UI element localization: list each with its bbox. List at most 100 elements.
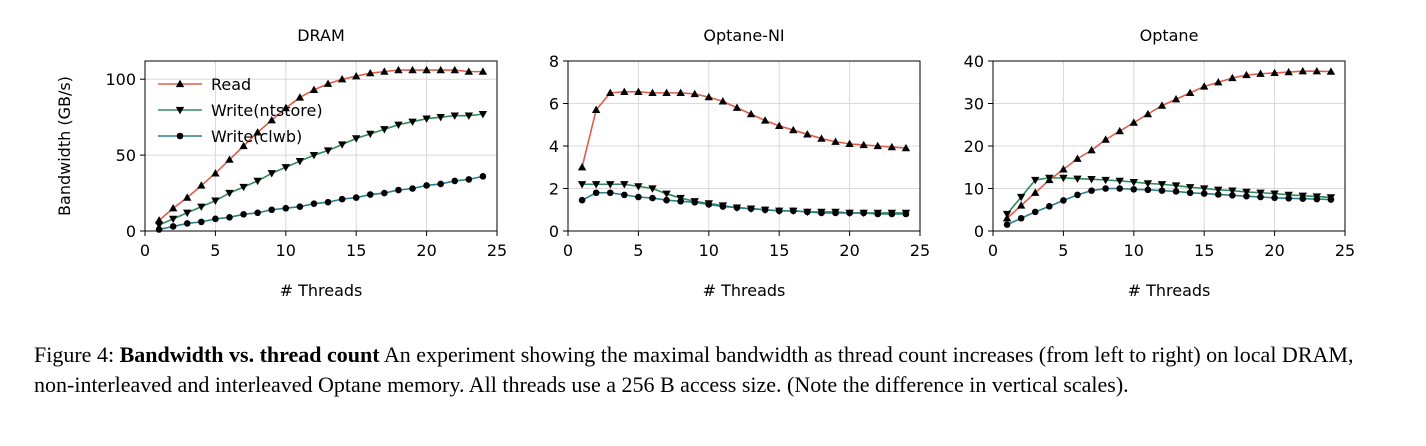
data-point [239,183,248,192]
data-point [352,71,361,80]
data-point [1102,185,1109,192]
data-point [225,189,234,198]
data-point [366,191,374,198]
x-tick-label: 25 [1335,241,1355,260]
data-point [309,151,319,160]
data-point [211,197,220,205]
data-point [1285,194,1292,202]
chart-title: Optane [1140,26,1199,45]
data-point [1242,70,1251,79]
chart-panel-2: 0 5 10 15 20 25 0 2 4 6 8 Optane-NI # Threads [549,26,930,300]
data-point [1046,203,1053,210]
data-point [1115,126,1124,135]
y-tick-label: 30 [964,95,984,114]
y-tick-label: 2 [549,180,559,199]
legend: Read Write(ntstore) Write(clwb) [158,75,323,146]
data-point [1243,192,1250,200]
data-point [591,105,601,114]
data-point [366,130,375,139]
figure-caption: Figure 4: Bandwidth vs. thread count An … [34,340,1386,400]
data-point [395,186,402,194]
data-point [1074,191,1081,199]
data-point [888,210,896,218]
y-tick-label: 100 [105,70,136,89]
data-point [1185,88,1195,97]
data-point [818,209,825,217]
data-point [267,170,276,178]
y-tick-label: 50 [116,146,136,165]
data-point [1143,180,1153,188]
data-point [323,79,333,87]
data-point [578,196,586,204]
data-point [1031,208,1039,216]
data-point [874,210,882,218]
data-point [1144,186,1152,194]
data-point [648,88,657,97]
data-point [760,116,770,124]
data-point [267,115,276,124]
data-point [478,67,488,75]
legend-label: Write(ntstore) [211,101,323,120]
data-point [887,142,897,151]
data-point [211,169,220,177]
series-line-2 [1006,177,1331,215]
data-point [295,158,305,166]
y-tick-label: 6 [549,95,559,114]
data-point [719,203,727,210]
data-point [789,125,798,134]
data-point [1185,184,1195,192]
data-point [1228,187,1237,195]
data-point [352,194,360,201]
series-line-3 [581,191,906,215]
data-point [1115,177,1124,186]
data-point [1327,196,1335,203]
data-point [309,85,319,93]
data-point [1143,109,1153,118]
x-tick-label: 15 [1194,241,1214,260]
legend-marker [175,106,185,115]
plot-frame [144,60,498,232]
data-point [662,88,671,97]
legend-label: Read [211,75,251,94]
data-point [1299,195,1307,202]
data-point [1087,146,1096,154]
data-point [1003,221,1011,228]
data-point [1158,187,1166,194]
data-point [338,195,346,203]
data-point [465,176,473,183]
data-point [817,134,826,142]
data-point [1087,176,1096,184]
series-line-1 [158,69,483,221]
x-tick-label: 0 [140,241,150,260]
x-tick-label: 10 [276,241,296,260]
data-point [704,92,713,101]
data-point [168,215,178,224]
data-point [295,93,305,101]
data-point [846,209,853,217]
data-point [635,193,642,201]
x-tick-label: 25 [487,241,507,260]
data-point [873,141,882,150]
data-point [155,226,163,233]
data-point [1130,186,1138,193]
data-point [409,185,416,192]
x-tick-label: 5 [1058,241,1068,260]
data-point [621,191,628,199]
data-point [1228,73,1237,82]
y-tick-label: 10 [964,180,984,199]
data-point [1059,165,1068,173]
data-point [323,147,333,155]
data-point [183,209,192,217]
data-point [901,143,911,152]
legend-marker [176,132,184,140]
data-point [902,210,910,218]
data-point [394,121,403,129]
data-point [337,141,347,149]
data-point [1017,214,1025,222]
data-point [831,137,840,145]
data-point [1313,195,1321,203]
data-point [1016,193,1026,202]
x-axis-label: # Threads [1128,281,1211,300]
data-point [634,183,643,191]
x-tick-label: 10 [1124,241,1144,260]
